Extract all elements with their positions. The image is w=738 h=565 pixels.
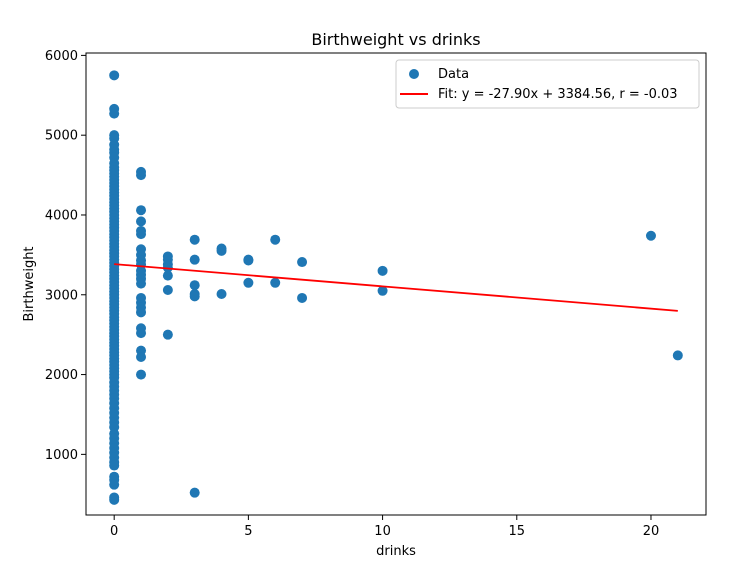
x-tick-label: 10 <box>374 524 391 539</box>
data-point <box>109 460 120 471</box>
axes-frame <box>85 52 707 516</box>
fit-line <box>114 263 678 312</box>
data-point <box>136 205 147 216</box>
data-point <box>136 170 147 181</box>
chart-title: Birthweight vs drinks <box>311 30 480 49</box>
data-point <box>136 216 147 227</box>
data-point <box>109 70 120 81</box>
data-point <box>270 277 281 288</box>
data-point <box>216 288 227 299</box>
data-point <box>162 270 173 281</box>
y-tick-label: 1000 <box>45 448 78 463</box>
data-point <box>672 350 683 361</box>
y-tick-label: 6000 <box>45 49 78 64</box>
data-point <box>136 229 147 240</box>
data-point <box>136 278 147 289</box>
legend: Data Fit: y = -27.90x + 3384.56, r = -0.… <box>395 59 700 109</box>
data-point <box>136 307 147 318</box>
data-point <box>377 265 388 276</box>
x-tick-label: 0 <box>110 524 118 539</box>
data-point <box>109 494 120 505</box>
data-point <box>645 230 656 241</box>
y-tick-label: 5000 <box>45 129 78 144</box>
data-point <box>297 257 308 268</box>
data-point <box>297 292 308 303</box>
data-point <box>377 285 388 296</box>
y-tick-label: 3000 <box>45 288 78 303</box>
data-point <box>109 479 120 490</box>
legend-label-fit: Fit: y = -27.90x + 3384.56, r = -0.03 <box>438 87 678 102</box>
data-point <box>270 234 281 245</box>
y-tick-label: 2000 <box>45 368 78 383</box>
plot-area <box>109 70 683 505</box>
data-point <box>189 280 200 291</box>
x-tick-label: 5 <box>244 524 252 539</box>
legend-label-data: Data <box>438 67 469 82</box>
data-point <box>189 254 200 265</box>
data-point <box>136 352 147 363</box>
legend-marker-data <box>409 69 419 79</box>
data-point <box>109 108 120 119</box>
data-point <box>162 329 173 340</box>
x-axis-label: drinks <box>376 544 416 559</box>
y-tick-label: 4000 <box>45 208 78 223</box>
data-point <box>189 291 200 302</box>
data-point <box>243 255 254 266</box>
data-point <box>189 234 200 245</box>
y-axis-label: Birthweight <box>22 246 37 321</box>
x-axis-ticks: 0 5 10 15 20 <box>110 515 659 539</box>
y-axis-ticks: 1000 2000 3000 4000 5000 6000 <box>45 49 86 463</box>
legend-box <box>395 59 700 109</box>
data-point <box>243 277 254 288</box>
data-point <box>136 328 147 339</box>
data-point <box>216 245 227 256</box>
data-point <box>189 487 200 498</box>
x-tick-label: 15 <box>509 524 526 539</box>
data-point <box>136 369 147 380</box>
x-tick-label: 20 <box>643 524 660 539</box>
data-point <box>162 284 173 295</box>
